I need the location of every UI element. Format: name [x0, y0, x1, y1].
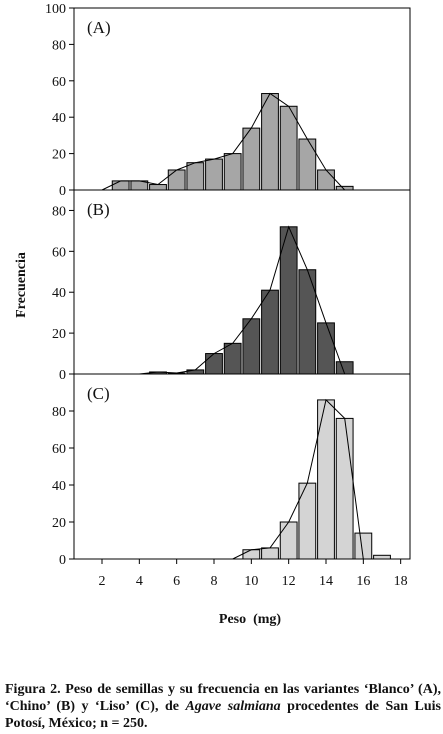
y-tick-label: 40	[52, 111, 66, 126]
panel-a: 0 20 40 60 80 100 (A)	[45, 2, 411, 199]
y-axis-title: Frecuencia	[14, 252, 29, 318]
y-tick-label: 20	[52, 148, 66, 163]
x-tick-label: 4	[136, 574, 143, 589]
bar	[317, 169, 335, 191]
panel-frame	[73, 189, 411, 375]
x-tick-label: 10	[244, 574, 258, 589]
panel-frame	[73, 7, 411, 191]
bar	[167, 169, 186, 191]
bar	[186, 162, 205, 191]
x-tick-label: 14	[319, 574, 333, 589]
x-axis: 2 4 6 8 10 12 14 16 18	[99, 559, 408, 589]
series-line	[232, 398, 364, 560]
bar	[223, 342, 242, 375]
bar	[317, 322, 335, 375]
bar	[354, 532, 373, 560]
y-tick-label: 80	[52, 204, 66, 219]
bar	[261, 547, 279, 560]
bar	[111, 180, 130, 191]
panel-b: 0 20 40 60 80 (B)	[52, 189, 411, 383]
y-tick-label: 20	[52, 327, 66, 342]
panel-c: 0 20 40 60 80 (C)	[52, 373, 411, 568]
panel-frame	[73, 373, 411, 560]
bar	[149, 184, 167, 191]
series-line	[139, 225, 346, 375]
y-tick-label: 20	[52, 516, 66, 531]
x-tick-label: 6	[173, 574, 180, 589]
panel-label: (A)	[87, 18, 111, 37]
y-tick-label: 40	[52, 286, 66, 301]
bar	[242, 549, 261, 560]
series-line	[101, 92, 346, 191]
caption-species: Agave salmiana	[185, 699, 281, 714]
bar	[261, 93, 279, 191]
bar	[335, 417, 354, 560]
bar	[205, 158, 223, 191]
caption-lead: Figura 2. Peso de semillas y su frecuenc…	[5, 682, 441, 714]
y-tick-label: 0	[59, 368, 66, 383]
bar	[242, 127, 261, 191]
panel-label: (C)	[87, 384, 110, 403]
bar	[317, 399, 335, 560]
bar	[279, 226, 298, 375]
y-tick-label: 80	[52, 38, 66, 53]
x-tick-label: 8	[211, 574, 218, 589]
y-tick-label: 80	[52, 405, 66, 420]
bar	[279, 105, 298, 191]
bar	[298, 138, 317, 191]
y-tick-label: 60	[52, 245, 66, 260]
y-tick-label: 100	[45, 2, 66, 17]
x-tick-label: 12	[282, 574, 296, 589]
figure-caption: Figura 2. Peso de semillas y su frecuenc…	[5, 681, 441, 732]
x-tick-label: 2	[99, 574, 106, 589]
y-tick-label: 0	[59, 553, 66, 568]
y-tick-label: 40	[52, 479, 66, 494]
bar	[223, 153, 242, 191]
x-axis-title: Peso (mg)	[219, 612, 282, 627]
y-tick-label: 60	[52, 75, 66, 90]
bar	[373, 554, 391, 560]
bar	[261, 289, 279, 375]
caption-tail: procedentes de San Luis Potosí, México; …	[5, 699, 442, 731]
bar	[335, 361, 354, 375]
y-tick-label: 60	[52, 442, 66, 457]
x-tick-label: 18	[394, 574, 408, 589]
panel-label: (B)	[87, 200, 110, 219]
y-tick-label: 0	[59, 184, 66, 199]
bar	[279, 521, 298, 560]
x-tick-label: 16	[356, 574, 370, 589]
bar	[205, 353, 223, 375]
